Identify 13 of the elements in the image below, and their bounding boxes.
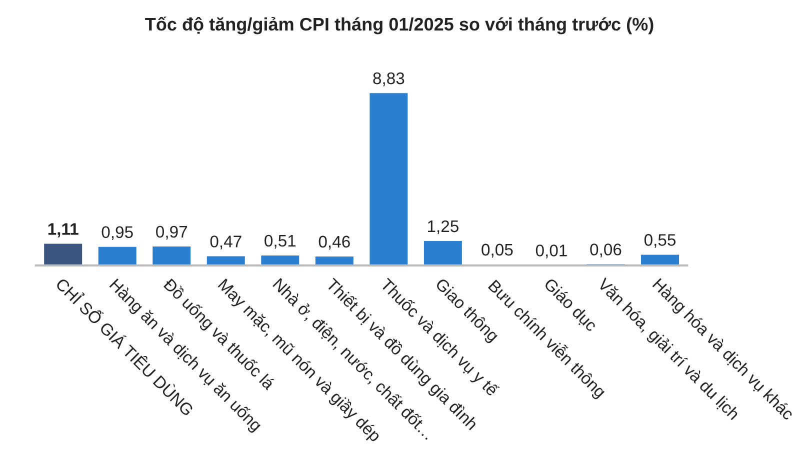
data-label: 0,01 — [536, 244, 567, 258]
data-label: 0,97 — [156, 226, 187, 240]
data-label: 1,11 — [48, 223, 78, 238]
data-label: 1,25 — [428, 220, 458, 234]
data-label: 0,47 — [210, 236, 242, 250]
data-label: 8,83 — [373, 72, 404, 86]
chart-title: Tốc độ tăng/giảm CPI tháng 01/2025 so với tháng trước (%) — [145, 16, 654, 34]
data-label: 0,51 — [264, 234, 296, 249]
data-label: 0,05 — [482, 244, 513, 258]
data-label: 0,46 — [318, 236, 350, 250]
data-label: 0,55 — [644, 234, 676, 248]
data-label: 0,06 — [590, 244, 622, 258]
data-label: 0,95 — [102, 226, 133, 240]
